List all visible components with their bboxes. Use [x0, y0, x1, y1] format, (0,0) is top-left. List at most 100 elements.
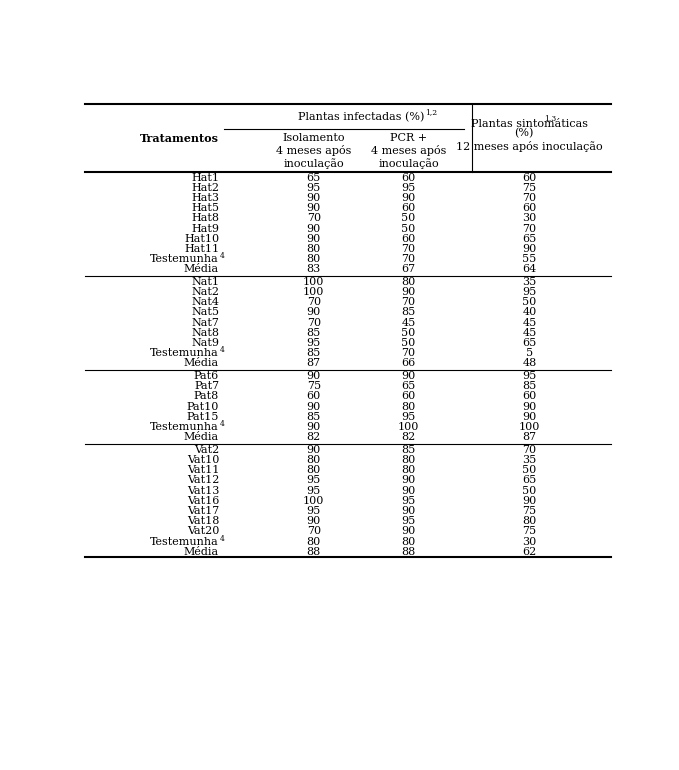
Text: 40: 40	[522, 307, 536, 317]
Text: 60: 60	[522, 172, 536, 182]
Text: 90: 90	[307, 307, 321, 317]
Text: 60: 60	[307, 391, 321, 401]
Text: 30: 30	[522, 537, 536, 547]
Text: 80: 80	[307, 455, 321, 465]
Text: Testemunha: Testemunha	[150, 348, 219, 358]
Text: Vat11: Vat11	[187, 465, 219, 475]
Text: 70: 70	[307, 527, 321, 537]
Text: 70: 70	[401, 348, 416, 358]
Text: 45: 45	[522, 318, 536, 328]
Text: 60: 60	[522, 203, 536, 213]
Text: 70: 70	[307, 297, 321, 307]
Text: Vat13: Vat13	[187, 486, 219, 496]
Text: Nat5: Nat5	[191, 307, 219, 317]
Text: 70: 70	[401, 244, 416, 254]
Text: Hat1: Hat1	[191, 172, 219, 182]
Text: 95: 95	[401, 516, 416, 526]
Text: 88: 88	[401, 547, 416, 557]
Text: 90: 90	[307, 223, 321, 233]
Text: Plantas infectadas (%): Plantas infectadas (%)	[298, 112, 424, 122]
Text: 95: 95	[401, 412, 416, 422]
Text: Pat15: Pat15	[187, 412, 219, 422]
Text: 85: 85	[522, 381, 536, 391]
Text: 70: 70	[401, 254, 416, 264]
Text: Média: Média	[184, 547, 219, 557]
Text: 95: 95	[307, 475, 321, 485]
Text: Hat5: Hat5	[191, 203, 219, 213]
Text: 90: 90	[307, 445, 321, 455]
Text: 90: 90	[307, 193, 321, 203]
Text: 90: 90	[522, 402, 536, 412]
Text: 82: 82	[307, 432, 321, 442]
Text: 35: 35	[522, 277, 536, 287]
Text: 80: 80	[401, 465, 416, 475]
Text: 50: 50	[522, 297, 536, 307]
Text: 67: 67	[401, 264, 416, 274]
Text: 90: 90	[307, 402, 321, 412]
Text: 90: 90	[401, 371, 416, 381]
Text: 80: 80	[401, 277, 416, 287]
Text: Hat9: Hat9	[191, 223, 219, 233]
Text: Pat10: Pat10	[187, 402, 219, 412]
Text: 87: 87	[522, 432, 536, 442]
Text: 90: 90	[307, 516, 321, 526]
Text: 80: 80	[307, 465, 321, 475]
Text: 88: 88	[307, 547, 321, 557]
Text: Hat3: Hat3	[191, 193, 219, 203]
Text: Nat1: Nat1	[191, 277, 219, 287]
Text: 95: 95	[401, 182, 416, 192]
Text: 50: 50	[401, 223, 416, 233]
Text: 80: 80	[307, 254, 321, 264]
Text: PCR +
4 meses após
inoculação: PCR + 4 meses após inoculação	[371, 133, 446, 169]
Text: 65: 65	[307, 172, 321, 182]
Text: 95: 95	[401, 496, 416, 506]
Text: Vat12: Vat12	[187, 475, 219, 485]
Text: 95: 95	[522, 371, 536, 381]
Text: 4: 4	[220, 420, 225, 428]
Text: 75: 75	[307, 381, 321, 391]
Text: 1,2: 1,2	[425, 108, 437, 116]
Text: Pat8: Pat8	[194, 391, 219, 401]
Text: 85: 85	[401, 307, 416, 317]
Text: 83: 83	[307, 264, 321, 274]
Text: Vat18: Vat18	[187, 516, 219, 526]
Text: 60: 60	[401, 391, 416, 401]
Text: 45: 45	[522, 328, 536, 338]
Text: 90: 90	[401, 486, 416, 496]
Text: 85: 85	[307, 412, 321, 422]
Text: 48: 48	[522, 359, 536, 369]
Text: 100: 100	[303, 277, 325, 287]
Text: 65: 65	[401, 381, 416, 391]
Text: Nat7: Nat7	[191, 318, 219, 328]
Text: Testemunha: Testemunha	[150, 537, 219, 547]
Text: 60: 60	[401, 234, 416, 244]
Text: 5: 5	[526, 348, 533, 358]
Text: 30: 30	[522, 213, 536, 223]
Text: 66: 66	[401, 359, 416, 369]
Text: 4: 4	[220, 252, 225, 260]
Text: 70: 70	[522, 193, 536, 203]
Text: Vat17: Vat17	[187, 506, 219, 516]
Text: Nat2: Nat2	[191, 287, 219, 297]
Text: Hat10: Hat10	[184, 234, 219, 244]
Text: Isolamento
4 meses após
inoculação: Isolamento 4 meses após inoculação	[276, 133, 352, 169]
Text: 60: 60	[401, 172, 416, 182]
Text: 80: 80	[401, 537, 416, 547]
Text: Nat4: Nat4	[191, 297, 219, 307]
Text: 80: 80	[522, 516, 536, 526]
Text: Média: Média	[184, 264, 219, 274]
Text: 65: 65	[522, 234, 536, 244]
Text: 85: 85	[307, 348, 321, 358]
Text: 50: 50	[522, 486, 536, 496]
Text: 100: 100	[303, 496, 325, 506]
Text: 80: 80	[401, 402, 416, 412]
Text: (%): (%)	[515, 128, 534, 138]
Text: 70: 70	[522, 445, 536, 455]
Text: 95: 95	[307, 506, 321, 516]
Text: Média: Média	[184, 359, 219, 369]
Text: 90: 90	[522, 412, 536, 422]
Text: 100: 100	[398, 422, 419, 432]
Text: 87: 87	[307, 359, 321, 369]
Text: Hat11: Hat11	[184, 244, 219, 254]
Text: 50: 50	[401, 338, 416, 348]
